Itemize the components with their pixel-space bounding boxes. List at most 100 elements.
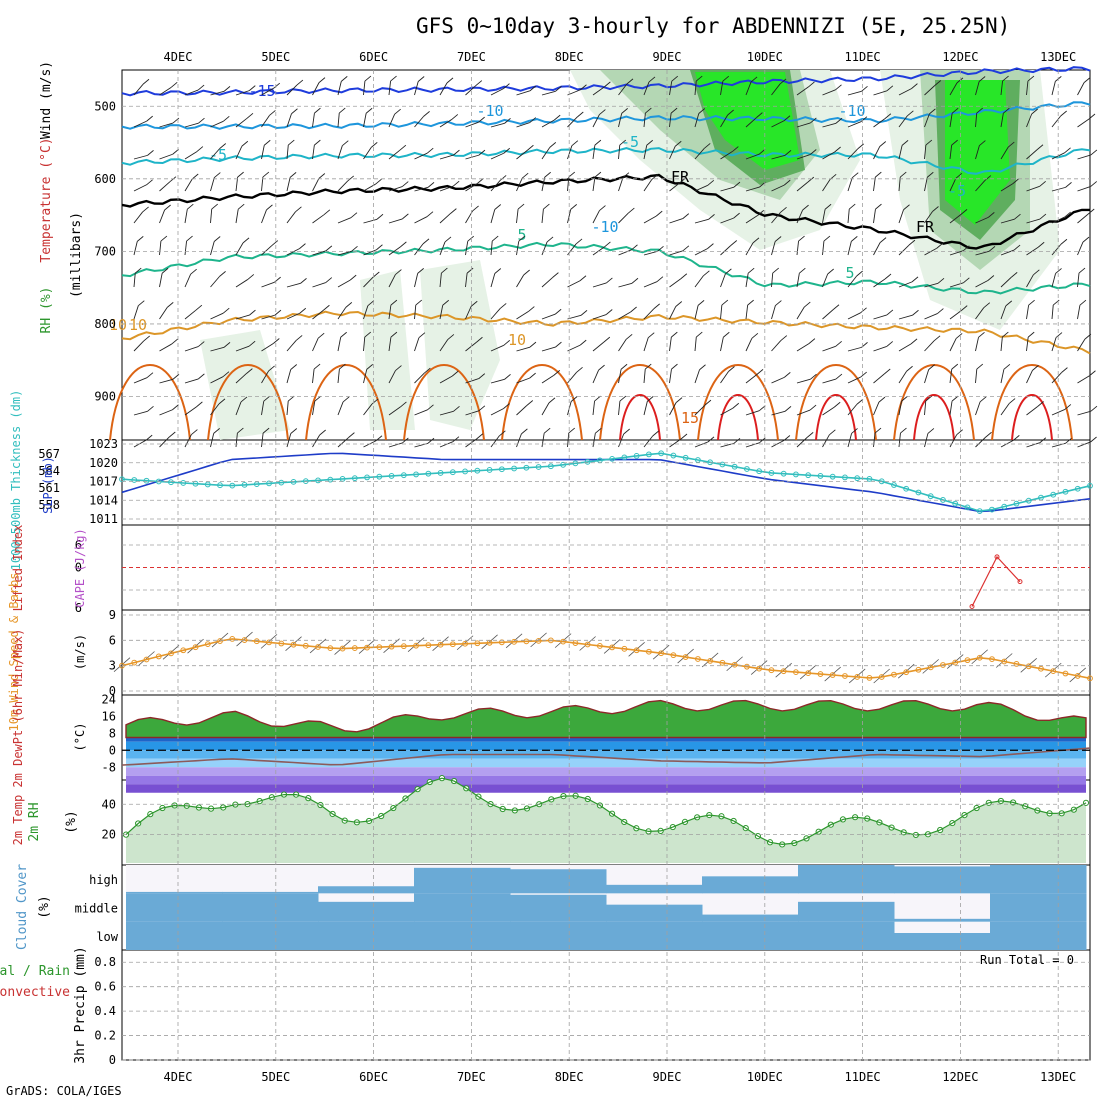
wind-barb: [210, 376, 224, 384]
cloud-bar: [414, 867, 511, 894]
wind-barb: [745, 305, 749, 320]
wind-barb: [184, 89, 199, 96]
precip-tick-label: 0.8: [94, 955, 116, 969]
wind-barb: [694, 218, 709, 224]
wind-barb: [618, 177, 624, 192]
thickness-line-point: [891, 482, 897, 488]
wind-barb: [184, 241, 188, 256]
wind-barb-flag: [708, 214, 715, 220]
precip-ylabel: 3hr Precip (mm): [73, 946, 88, 1063]
lifted-index-point: [994, 554, 1000, 560]
wind-barb-flag: [191, 429, 198, 435]
thickness-line-point: [768, 470, 775, 476]
wind-barb: [490, 378, 505, 384]
wind-speed-line-point: [339, 645, 346, 652]
thickness-line-point: [351, 475, 358, 482]
wind-barb: [975, 436, 986, 448]
wind-barb-flag: [798, 235, 805, 242]
thickness-line-point: [731, 463, 738, 470]
cloud-bar: [798, 901, 895, 922]
wind-barb: [592, 114, 600, 128]
wind-barb-flag: [900, 427, 907, 434]
wind-barb: [363, 218, 378, 224]
wind-barb: [439, 119, 453, 128]
cloud-bar: [126, 893, 223, 922]
wind-barb: [414, 372, 425, 384]
wind-barb: [388, 406, 401, 416]
wind-barb: [541, 177, 546, 192]
wind-barb-flag: [988, 212, 995, 218]
wind-barb-flag: [856, 398, 864, 405]
wind-barb: [159, 307, 168, 320]
wind-barb-flag: [903, 204, 910, 211]
wind-barb-flag: [364, 75, 372, 82]
wind-barb-flag: [1013, 435, 1020, 441]
contour-line: [121, 66, 1091, 97]
wind-barb: [286, 369, 292, 384]
wind-barb: [414, 186, 429, 192]
wind-barb: [363, 81, 366, 96]
wind-barb-flag: [707, 436, 715, 443]
wind-barb-flag: [784, 406, 792, 412]
wind-barb: [1000, 146, 1009, 160]
wind-barb-flag: [657, 245, 664, 252]
wind-barb: [388, 114, 396, 128]
wind-barb-flag: [441, 267, 448, 274]
contour-line-15: [207, 364, 289, 441]
wind-barb-flag: [807, 176, 815, 183]
thickness-line-point: [278, 479, 285, 486]
wind-barb-flag: [400, 241, 407, 248]
wind-barb: [975, 280, 989, 288]
thickness-line-point: [842, 474, 848, 481]
cloud-bar: [318, 921, 415, 950]
contour-line-15: [109, 364, 191, 441]
wind-barb: [465, 183, 478, 192]
wind-barb: [618, 83, 628, 96]
wind-barb-flag: [780, 335, 788, 341]
thickness-line-point: [584, 458, 591, 465]
wind-speed-line-point: [756, 665, 763, 672]
wind-barb: [643, 281, 658, 288]
wind-barb-flag: [979, 140, 986, 146]
precip-tick-label: 0.4: [94, 1004, 116, 1018]
wind-barb: [694, 369, 700, 384]
cloud-row-label: high: [89, 873, 118, 887]
wind-barb-flag: [347, 175, 355, 182]
wind-barb-flag: [427, 182, 435, 188]
wind-speed-line-point: [658, 650, 665, 657]
wind-barb-flag: [477, 178, 484, 184]
thickness-line-point: [633, 452, 640, 459]
wind-barb-flag: [834, 146, 841, 153]
wind-barb: [210, 209, 213, 224]
wind-barb: [1026, 81, 1029, 96]
thickness-line-point: [131, 477, 138, 483]
cloud-ylabel: Cloud Cover: [15, 864, 30, 950]
thickness-tick-label: 564: [38, 464, 60, 478]
wind-barb: [261, 209, 267, 224]
wind-barb: [796, 378, 811, 384]
wind-barb-flag: [622, 172, 630, 179]
wind-barb-flag: [504, 374, 511, 380]
wind-speed-line-point: [866, 675, 873, 681]
wind-barb-flag: [886, 85, 894, 92]
wind-barb-flag: [576, 111, 584, 118]
wind-barb: [618, 145, 621, 160]
wind-barb-flag: [956, 429, 963, 436]
wind-barb: [490, 273, 496, 288]
wind-barb-flag: [271, 240, 279, 246]
wind-barb: [847, 121, 862, 128]
wind-barb-flag: [340, 76, 348, 82]
wind-barb-flag: [704, 399, 712, 406]
temp-ylabel-units: (°C): [73, 723, 87, 752]
thickness-line-point: [572, 460, 579, 467]
thickness-line-point: [437, 470, 444, 476]
wind-barb-flag: [750, 76, 758, 83]
wind-barb: [567, 145, 573, 160]
surface-wind-barb: [407, 637, 425, 652]
wind-barb-flag: [809, 404, 817, 411]
wind-barb: [643, 179, 653, 192]
contour-line: [121, 173, 1090, 250]
wind-barb-flag: [325, 245, 333, 252]
wind-barb-flag: [1037, 241, 1045, 248]
rh-line: [125, 777, 1087, 846]
